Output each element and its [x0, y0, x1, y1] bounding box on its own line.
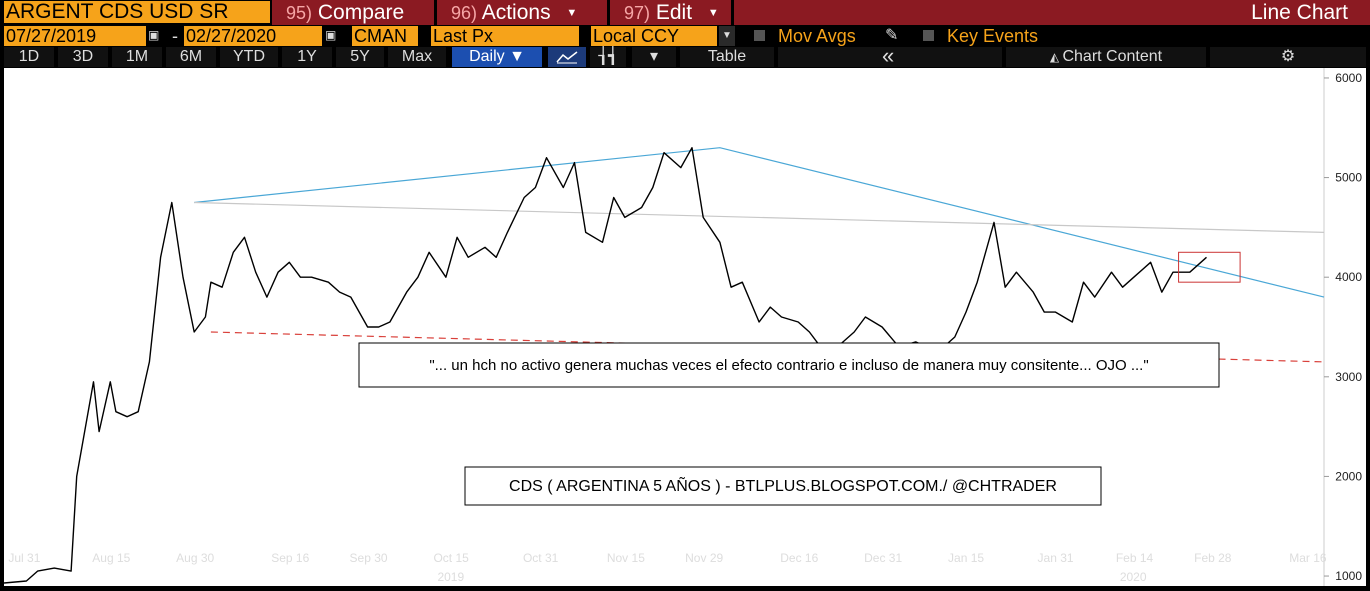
y-tick-label: 1000	[1335, 569, 1362, 583]
x-tick-label: Feb 14	[1115, 551, 1154, 565]
collapse-button[interactable]: «	[778, 43, 1002, 68]
resistance-trendline	[194, 147, 1325, 298]
compare-button[interactable]: 95) Compare	[272, 0, 434, 25]
actions-button[interactable]: 96) Actions ▼	[437, 0, 607, 25]
x-tick-label: Oct 15	[433, 551, 469, 565]
calendar-icon[interactable]: ▣	[148, 28, 160, 42]
x-tick-label: Jul 31	[8, 551, 41, 565]
x-tick-label: Dec 31	[864, 551, 903, 565]
range-3d[interactable]: 3D	[58, 47, 108, 67]
area-chart-icon: ◭	[1049, 50, 1063, 64]
edit-number: 97)	[624, 3, 651, 23]
period-select[interactable]: Daily ▼	[452, 47, 542, 67]
range-1d[interactable]: 1D	[4, 47, 54, 67]
start-date-field[interactable]: 07/27/2019	[4, 26, 146, 46]
x-tick-label: Nov 29	[685, 551, 724, 565]
compare-label: Compare	[317, 1, 405, 24]
line-chart-icon[interactable]	[548, 47, 586, 67]
annotation-box	[358, 342, 1220, 388]
table-button[interactable]: Table	[680, 47, 774, 67]
price-field-select[interactable]: Last Px	[431, 26, 579, 46]
x-tick-label: Aug 15	[92, 551, 131, 565]
key-events-label: Key Events	[947, 26, 1039, 46]
view-title: Line Chart	[734, 0, 1370, 25]
ticker-field[interactable]: ARGENT CDS USD SR	[4, 1, 270, 23]
calendar-icon[interactable]: ▣	[325, 28, 337, 42]
currency-select[interactable]: Local CCY	[591, 26, 717, 46]
line-chart-svg: 1000 2000 3000 4000 5000 6000 "... un hch no a…	[3, 68, 1366, 586]
y-axis-panel	[1324, 68, 1366, 586]
y-tick-label: 5000	[1335, 171, 1362, 185]
y-tick-label: 6000	[1335, 71, 1362, 85]
end-date-field[interactable]: 02/27/2020	[184, 26, 322, 46]
double-chevron-left-icon: «	[882, 43, 895, 68]
range-1y[interactable]: 1Y	[282, 47, 332, 67]
pencil-icon[interactable]: ✎	[885, 27, 899, 44]
annotation-text: "... un hch no activo genera muchas vece…	[429, 357, 1148, 374]
x-tick-label: Oct 31	[522, 551, 559, 565]
chart-area: 1000 2000 3000 4000 5000 6000 "... un hch no a…	[3, 68, 1366, 586]
source-field[interactable]: CMAN	[352, 26, 418, 46]
title-bar: ARGENT CDS USD SR 95) Compare 96) Action…	[0, 0, 1370, 25]
chevron-down-icon: ▼	[707, 6, 719, 19]
actions-number: 96)	[451, 3, 478, 23]
actions-label: Actions	[481, 1, 551, 24]
y-tick-label: 4000	[1335, 270, 1362, 284]
date-separator: -	[172, 26, 178, 46]
chart-content-button[interactable]: ◭ Chart Content	[1006, 47, 1206, 67]
edit-label: Edit	[655, 1, 693, 24]
key-events-checkbox[interactable]	[923, 30, 934, 41]
highlight-box	[1178, 251, 1241, 283]
gear-icon[interactable]: ⚙	[1210, 47, 1366, 67]
year-label: 2020	[1119, 570, 1147, 584]
y-tick-label: 2000	[1335, 469, 1362, 483]
chevron-down-icon[interactable]: ▾	[632, 47, 676, 67]
x-tick-label: Mar 16	[1289, 551, 1327, 565]
y-tick-label: 3000	[1335, 370, 1362, 384]
compare-number: 95)	[286, 3, 313, 23]
edit-button[interactable]: 97) Edit ▼	[610, 0, 731, 25]
chart-content-label: Chart Content	[1062, 48, 1163, 65]
annotation-box	[464, 466, 1102, 506]
mov-avgs-checkbox[interactable]	[754, 30, 765, 41]
range-6m[interactable]: 6M	[166, 47, 216, 67]
x-tick-label: Jan 31	[1037, 551, 1074, 565]
x-tick-label: Sep 16	[271, 551, 310, 565]
range-5y[interactable]: 5Y	[336, 47, 384, 67]
x-tick-label: Dec 16	[780, 551, 819, 565]
range-bar: 1D 3D 1M 6M YTD 1Y 5Y Max Daily ▼ ┧┪ ▾ T…	[0, 43, 1370, 68]
range-1m[interactable]: 1M	[112, 47, 162, 67]
chevron-down-icon[interactable]: ▼	[719, 26, 735, 46]
mov-avgs-label: Mov Avgs	[778, 26, 856, 46]
bar-chart-icon[interactable]: ┧┪	[590, 47, 626, 67]
x-tick-label: Jan 15	[948, 551, 985, 565]
x-tick-label: Feb 28	[1194, 551, 1232, 565]
x-tick-label: Nov 15	[606, 551, 645, 565]
year-label: 2019	[437, 570, 465, 584]
range-ytd[interactable]: YTD	[220, 47, 278, 67]
x-tick-label: Aug 30	[176, 551, 215, 565]
x-tick-label: Sep 30	[349, 551, 388, 565]
chevron-down-icon: ▼	[566, 6, 578, 19]
settings-bar: 07/27/2019 ▣ - 02/27/2020 ▣ CMAN Last Px…	[0, 25, 1370, 47]
neckline-trendline	[194, 201, 1325, 233]
range-max[interactable]: Max	[388, 47, 446, 67]
annotation-text: CDS ( ARGENTINA 5 AÑOS ) - BTLPLUS.BLOGS…	[509, 475, 1057, 495]
cds-series-line	[3, 146, 1207, 584]
